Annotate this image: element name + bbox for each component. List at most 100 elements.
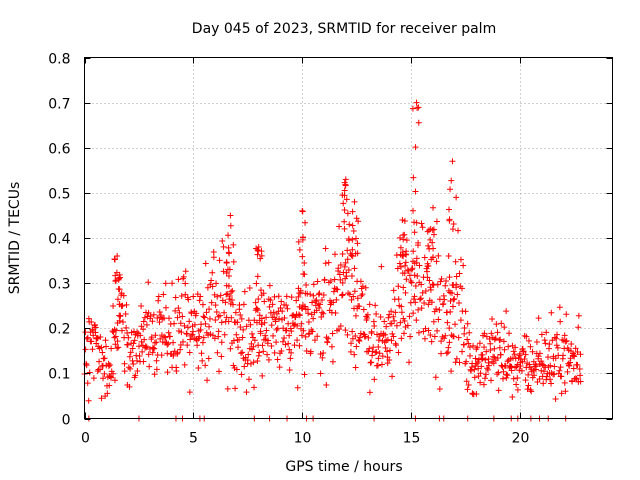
data-point bbox=[229, 296, 236, 303]
data-point bbox=[130, 340, 137, 347]
data-point bbox=[277, 305, 284, 312]
data-point bbox=[255, 295, 262, 302]
data-point bbox=[282, 341, 289, 348]
data-point bbox=[314, 278, 321, 285]
data-point bbox=[447, 297, 454, 304]
y-tick-label: 0.1 bbox=[48, 367, 70, 383]
data-point bbox=[255, 244, 262, 251]
data-point bbox=[230, 241, 237, 248]
data-point bbox=[512, 355, 519, 362]
data-point bbox=[145, 279, 152, 286]
data-point bbox=[302, 219, 309, 226]
data-point bbox=[254, 307, 261, 314]
data-point bbox=[482, 371, 489, 378]
x-tick-labels: 0 5 10 15 20 bbox=[81, 431, 529, 447]
data-point bbox=[105, 363, 112, 370]
data-point bbox=[377, 313, 384, 320]
data-point bbox=[415, 119, 422, 126]
data-point bbox=[512, 344, 519, 351]
data-point bbox=[270, 309, 277, 316]
data-point bbox=[393, 322, 400, 329]
data-point bbox=[465, 340, 472, 347]
data-point bbox=[121, 360, 128, 367]
data-point bbox=[190, 293, 197, 300]
data-point bbox=[384, 336, 391, 343]
data-point bbox=[266, 303, 273, 310]
data-point bbox=[264, 351, 271, 358]
data-point bbox=[205, 355, 212, 362]
data-point bbox=[307, 348, 314, 355]
data-point bbox=[446, 216, 453, 223]
data-point bbox=[447, 308, 454, 315]
data-point bbox=[106, 362, 113, 369]
data-point bbox=[317, 301, 324, 308]
data-point bbox=[366, 301, 373, 308]
data-point bbox=[239, 349, 246, 356]
data-point bbox=[343, 196, 350, 203]
data-point bbox=[256, 349, 263, 356]
data-point bbox=[92, 321, 99, 328]
data-point bbox=[322, 260, 329, 267]
data-point bbox=[367, 359, 374, 366]
data-point bbox=[275, 293, 282, 300]
data-point bbox=[305, 319, 312, 326]
data-point bbox=[204, 284, 211, 291]
data-point bbox=[288, 349, 295, 356]
data-point bbox=[180, 273, 187, 280]
data-point bbox=[212, 302, 219, 309]
data-point bbox=[528, 388, 535, 395]
data-point bbox=[352, 235, 359, 242]
data-point bbox=[561, 332, 568, 339]
data-point bbox=[349, 253, 356, 260]
data-point bbox=[461, 330, 468, 337]
data-point bbox=[198, 350, 205, 357]
data-point bbox=[445, 344, 452, 351]
data-point bbox=[295, 285, 302, 292]
data-point bbox=[345, 235, 352, 242]
data-point bbox=[344, 210, 351, 217]
data-point bbox=[183, 330, 190, 337]
data-point bbox=[137, 332, 144, 339]
data-point bbox=[262, 332, 269, 339]
data-point bbox=[148, 334, 155, 341]
data-point bbox=[511, 351, 518, 358]
data-point bbox=[348, 340, 355, 347]
data-point bbox=[106, 382, 113, 389]
data-point bbox=[237, 311, 244, 318]
data-point bbox=[431, 333, 438, 340]
data-point bbox=[491, 336, 498, 343]
data-point bbox=[402, 262, 409, 269]
data-point bbox=[566, 362, 573, 369]
data-point bbox=[524, 386, 531, 393]
data-point bbox=[161, 333, 168, 340]
data-point bbox=[243, 323, 250, 330]
data-point bbox=[411, 293, 418, 300]
data-point bbox=[384, 348, 391, 355]
data-point bbox=[525, 382, 532, 389]
data-point bbox=[176, 309, 183, 316]
data-point bbox=[430, 204, 437, 211]
data-point bbox=[316, 290, 323, 297]
data-point bbox=[500, 338, 507, 345]
data-point bbox=[96, 358, 103, 365]
data-point bbox=[497, 351, 504, 358]
data-point bbox=[225, 249, 232, 256]
data-point bbox=[374, 362, 381, 369]
data-point bbox=[488, 377, 495, 384]
y-tick-label: 0.5 bbox=[48, 187, 70, 203]
data-point bbox=[535, 315, 542, 322]
data-point bbox=[538, 367, 545, 374]
data-point bbox=[576, 366, 583, 373]
data-point bbox=[336, 271, 343, 278]
data-point bbox=[410, 296, 417, 303]
data-point bbox=[362, 333, 369, 340]
data-point bbox=[413, 99, 420, 106]
data-point bbox=[369, 348, 376, 355]
data-point bbox=[349, 236, 356, 243]
data-point bbox=[373, 349, 380, 356]
data-point bbox=[206, 323, 213, 330]
data-point bbox=[466, 352, 473, 359]
data-point bbox=[253, 280, 260, 287]
data-point bbox=[175, 305, 182, 312]
data-point bbox=[199, 357, 206, 364]
